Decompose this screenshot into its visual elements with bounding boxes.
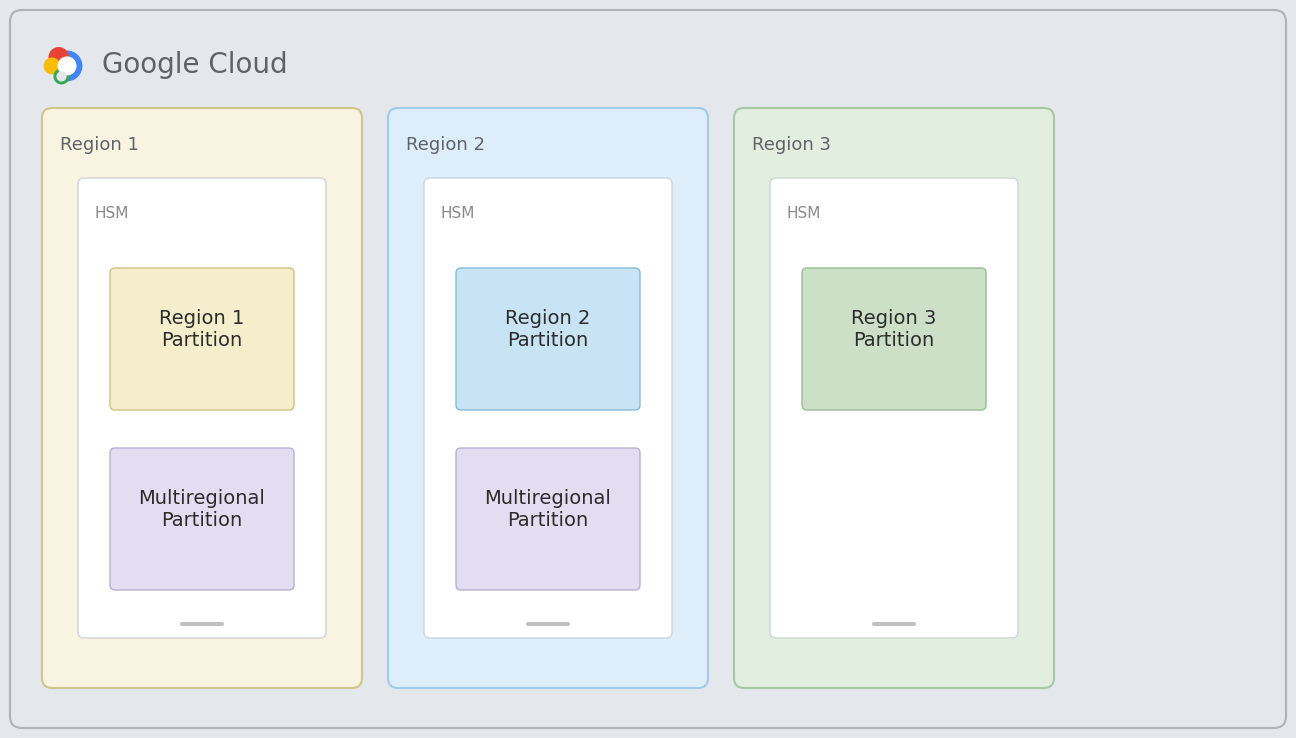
Text: Region 1
Partition: Region 1 Partition xyxy=(159,308,245,350)
FancyBboxPatch shape xyxy=(110,268,294,410)
Circle shape xyxy=(49,48,69,67)
Text: Region 3: Region 3 xyxy=(752,136,831,154)
Text: Region 2
Partition: Region 2 Partition xyxy=(505,308,591,350)
Circle shape xyxy=(57,72,66,81)
Circle shape xyxy=(52,51,82,80)
Text: Region 1: Region 1 xyxy=(60,136,139,154)
Circle shape xyxy=(58,57,76,75)
Circle shape xyxy=(54,69,69,84)
FancyBboxPatch shape xyxy=(456,448,640,590)
FancyBboxPatch shape xyxy=(41,108,362,688)
FancyBboxPatch shape xyxy=(110,448,294,590)
FancyBboxPatch shape xyxy=(424,178,673,638)
FancyBboxPatch shape xyxy=(388,108,708,688)
Text: Region 3
Partition: Region 3 Partition xyxy=(851,308,937,350)
Text: HSM: HSM xyxy=(441,206,474,221)
Text: Multiregional
Partition: Multiregional Partition xyxy=(139,489,266,529)
Text: Region 2: Region 2 xyxy=(406,136,485,154)
FancyBboxPatch shape xyxy=(734,108,1054,688)
FancyBboxPatch shape xyxy=(456,268,640,410)
FancyBboxPatch shape xyxy=(802,268,986,410)
Text: HSM: HSM xyxy=(95,206,128,221)
Text: HSM: HSM xyxy=(785,206,820,221)
Text: Multiregional
Partition: Multiregional Partition xyxy=(485,489,612,529)
FancyBboxPatch shape xyxy=(770,178,1017,638)
FancyBboxPatch shape xyxy=(10,10,1286,728)
Circle shape xyxy=(44,58,60,74)
Text: Google Cloud: Google Cloud xyxy=(102,51,288,79)
FancyBboxPatch shape xyxy=(78,178,327,638)
